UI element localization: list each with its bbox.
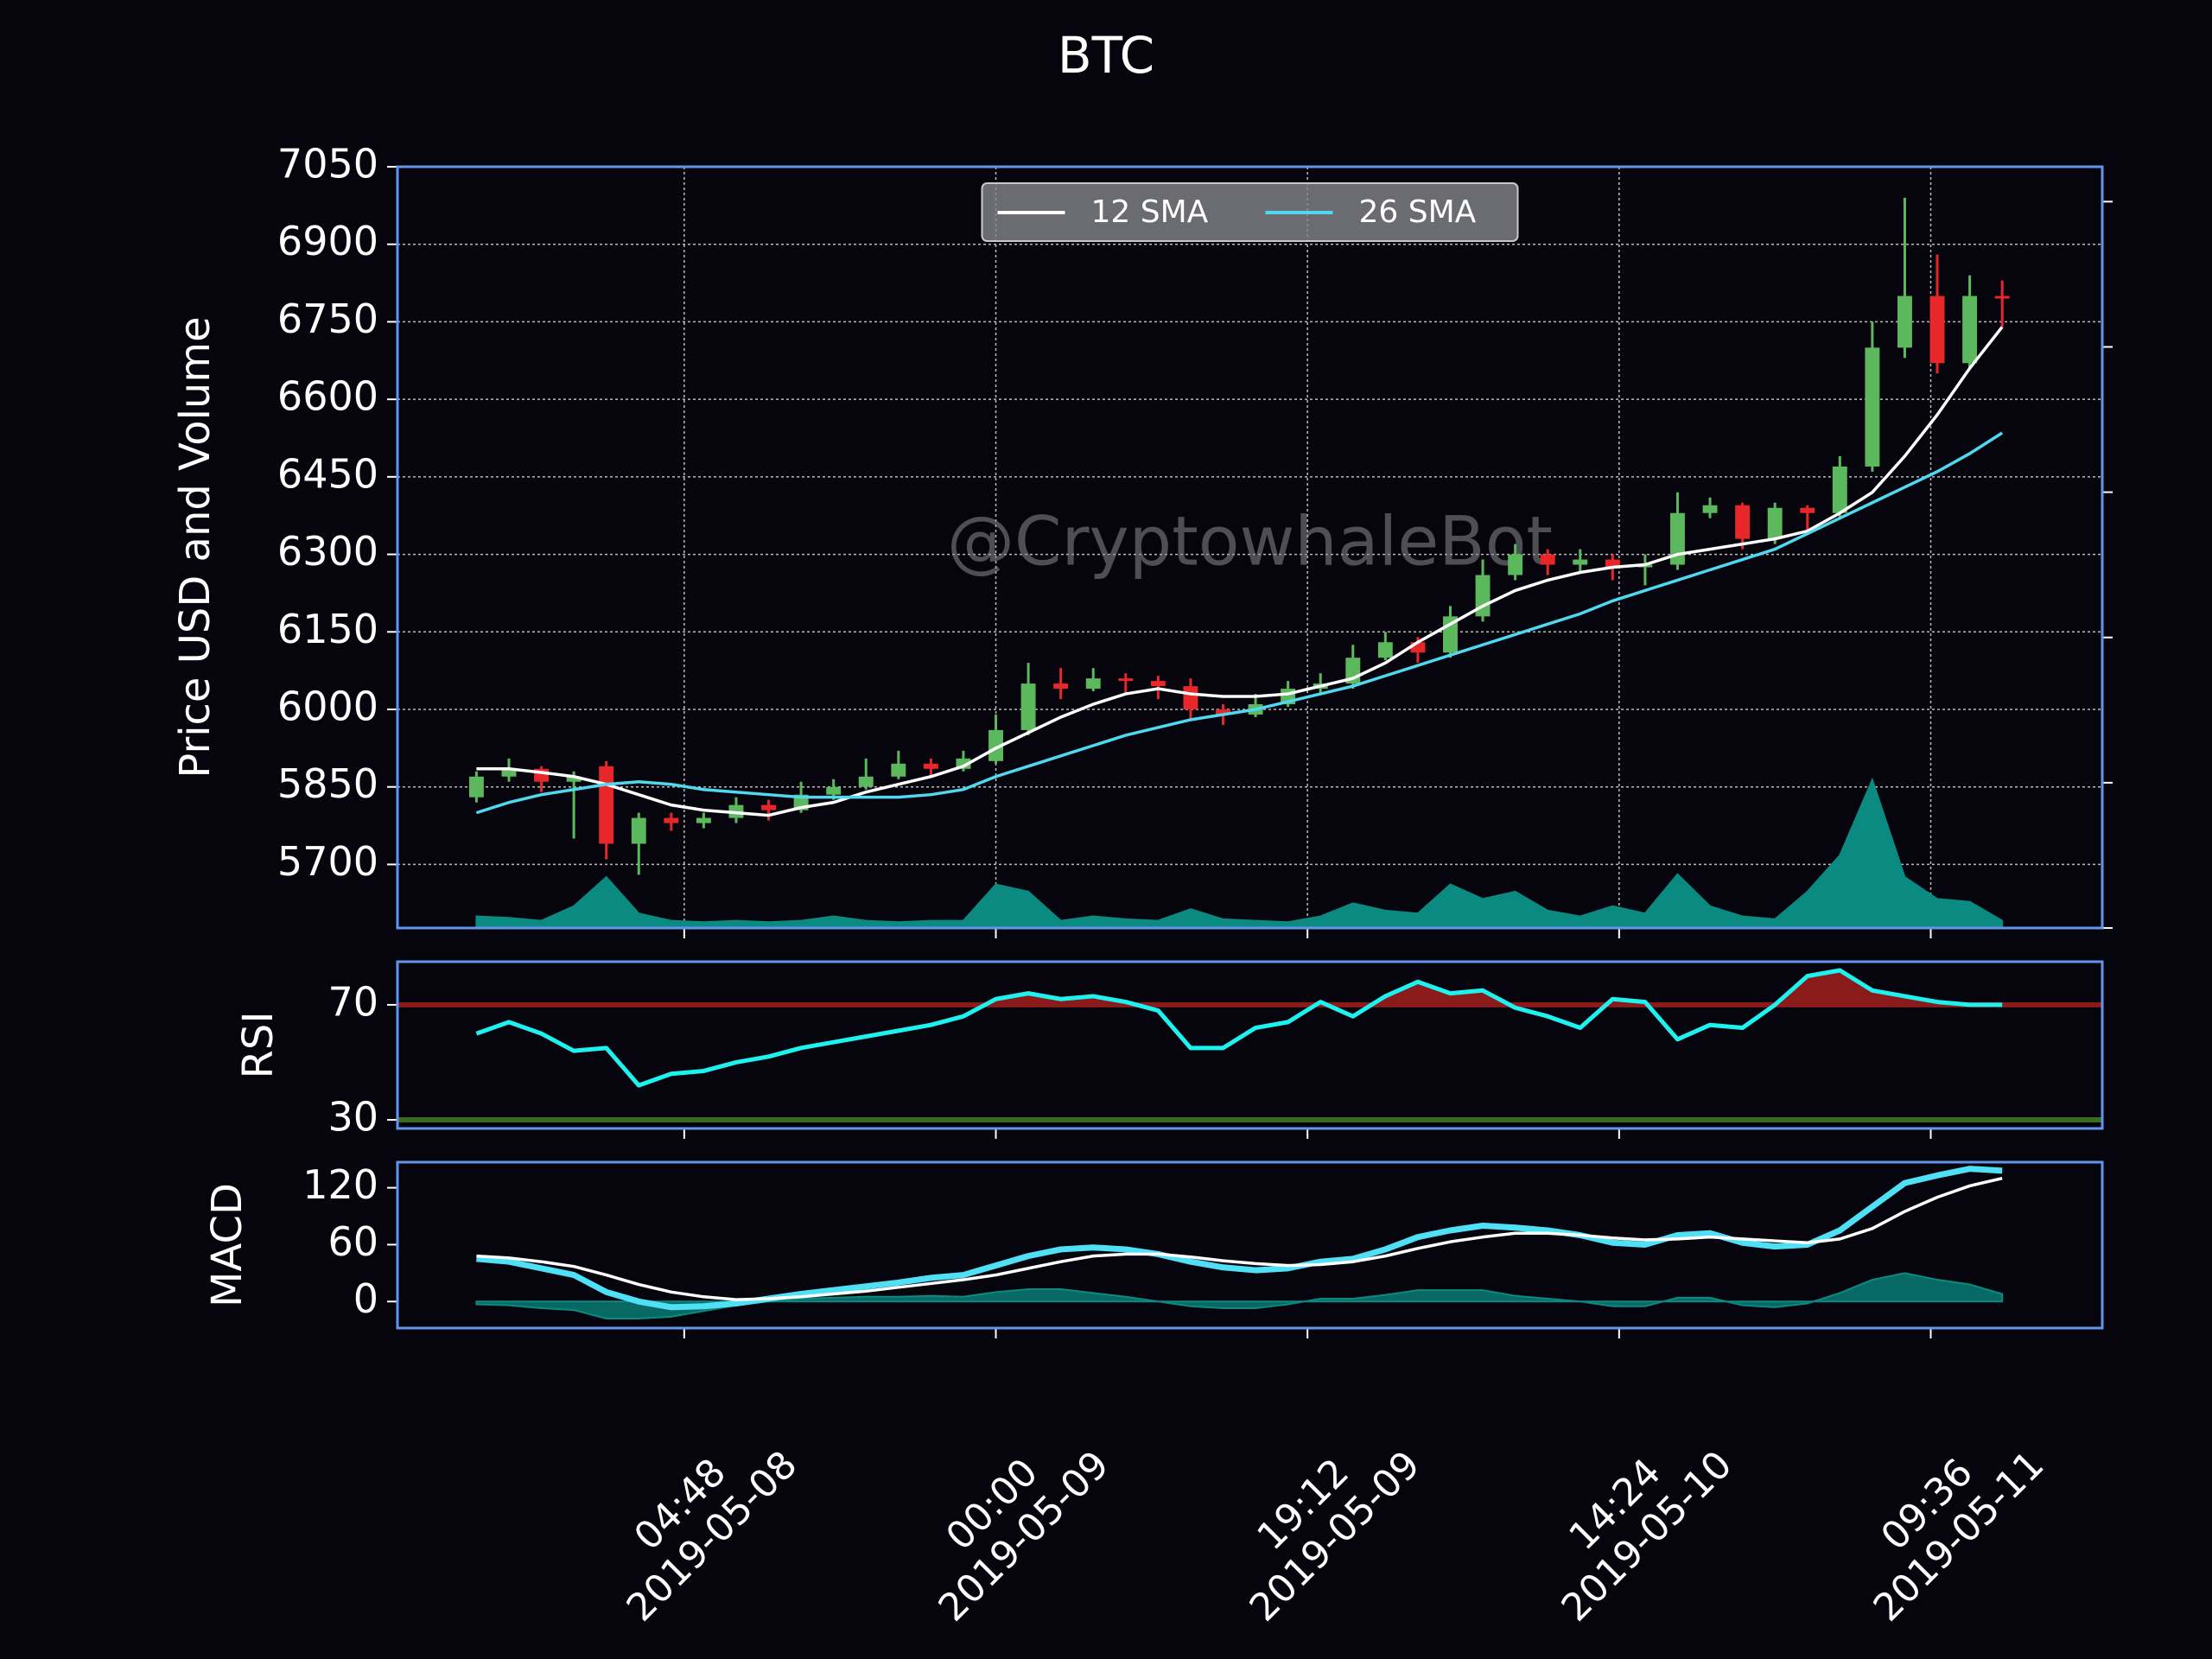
legend-label: 12 SMA [1091, 194, 1209, 230]
y-tick-label: 60 [327, 1218, 378, 1265]
watermark: @CryptowhaleBot [947, 503, 1553, 581]
candle-body [1994, 296, 2010, 299]
candle-body [1183, 686, 1198, 710]
y-tick-label: 6300 [277, 528, 378, 575]
candle-body [696, 817, 711, 823]
y-tick-label: 5700 [277, 838, 378, 885]
y-tick-label: 70 [327, 978, 378, 1025]
candle-body [1605, 559, 1620, 568]
y-tick-label: 6600 [277, 373, 378, 420]
candle-body [988, 729, 1003, 761]
candle-body [761, 804, 776, 810]
candle-body [1702, 505, 1718, 513]
panel-frame [396, 1160, 2104, 1330]
candle-body [923, 763, 938, 769]
y-tick-label: 7050 [277, 141, 378, 188]
legend-box [981, 182, 1519, 242]
candle-body [1573, 559, 1588, 565]
candle-body [566, 776, 582, 782]
sma-line [475, 431, 2004, 815]
series-line [476, 1166, 2003, 1311]
candle-body [1897, 296, 1912, 348]
y-tick-label: 30 [327, 1094, 378, 1141]
candle-body [1962, 296, 1978, 364]
y-axis-label: Price USD and Volume [171, 316, 219, 778]
candle-body [468, 776, 484, 798]
candle-body [1767, 507, 1783, 539]
candle-body [599, 766, 614, 844]
panel-frame [396, 165, 2104, 930]
candle-body [1410, 642, 1426, 653]
legend-label: 26 SMA [1359, 194, 1477, 230]
volume-area [475, 777, 2004, 929]
candle-body [1085, 678, 1101, 690]
candle-body [1832, 466, 1847, 513]
candle-body [826, 786, 842, 795]
candle-body [1053, 683, 1069, 690]
candle-body [891, 763, 906, 777]
candle-body [1118, 678, 1134, 682]
candle-body [1540, 554, 1555, 565]
candle-body [664, 817, 679, 823]
y-tick-label: 6900 [277, 218, 378, 264]
y-tick-label: 0 [353, 1275, 378, 1322]
candle-body [1735, 505, 1751, 539]
candle-body [1800, 507, 1815, 513]
candle-body [631, 817, 646, 844]
y-tick-label: 6150 [277, 606, 378, 652]
candle-body [1377, 642, 1393, 658]
candle-body [1670, 512, 1685, 565]
candle-body [1865, 347, 1880, 467]
y-tick-label: 6450 [277, 450, 378, 497]
candle-body [956, 758, 971, 769]
candle-body [1216, 709, 1230, 715]
series-line [475, 968, 2003, 1088]
y-tick-label: 120 [302, 1161, 378, 1208]
y-axis-label: RSI [234, 1012, 283, 1079]
chart-title: BTC [1058, 26, 1154, 85]
candle-body [858, 776, 874, 787]
series-line [476, 1176, 2003, 1301]
y-axis-label: MACD [203, 1183, 251, 1307]
candle-body [1475, 575, 1491, 617]
overbought-fill [476, 969, 2003, 1005]
candle-body [1929, 296, 1945, 364]
y-tick-label: 6000 [277, 683, 378, 730]
candle-body [1020, 683, 1036, 730]
panel-frame [396, 960, 2104, 1130]
candle-body [501, 768, 517, 777]
candle-body [1150, 681, 1166, 687]
candle-body [1508, 554, 1523, 575]
y-tick-label: 5850 [277, 760, 378, 807]
histogram-area [475, 1272, 2004, 1320]
y-tick-label: 6750 [277, 296, 378, 342]
sma-line [476, 326, 2004, 817]
